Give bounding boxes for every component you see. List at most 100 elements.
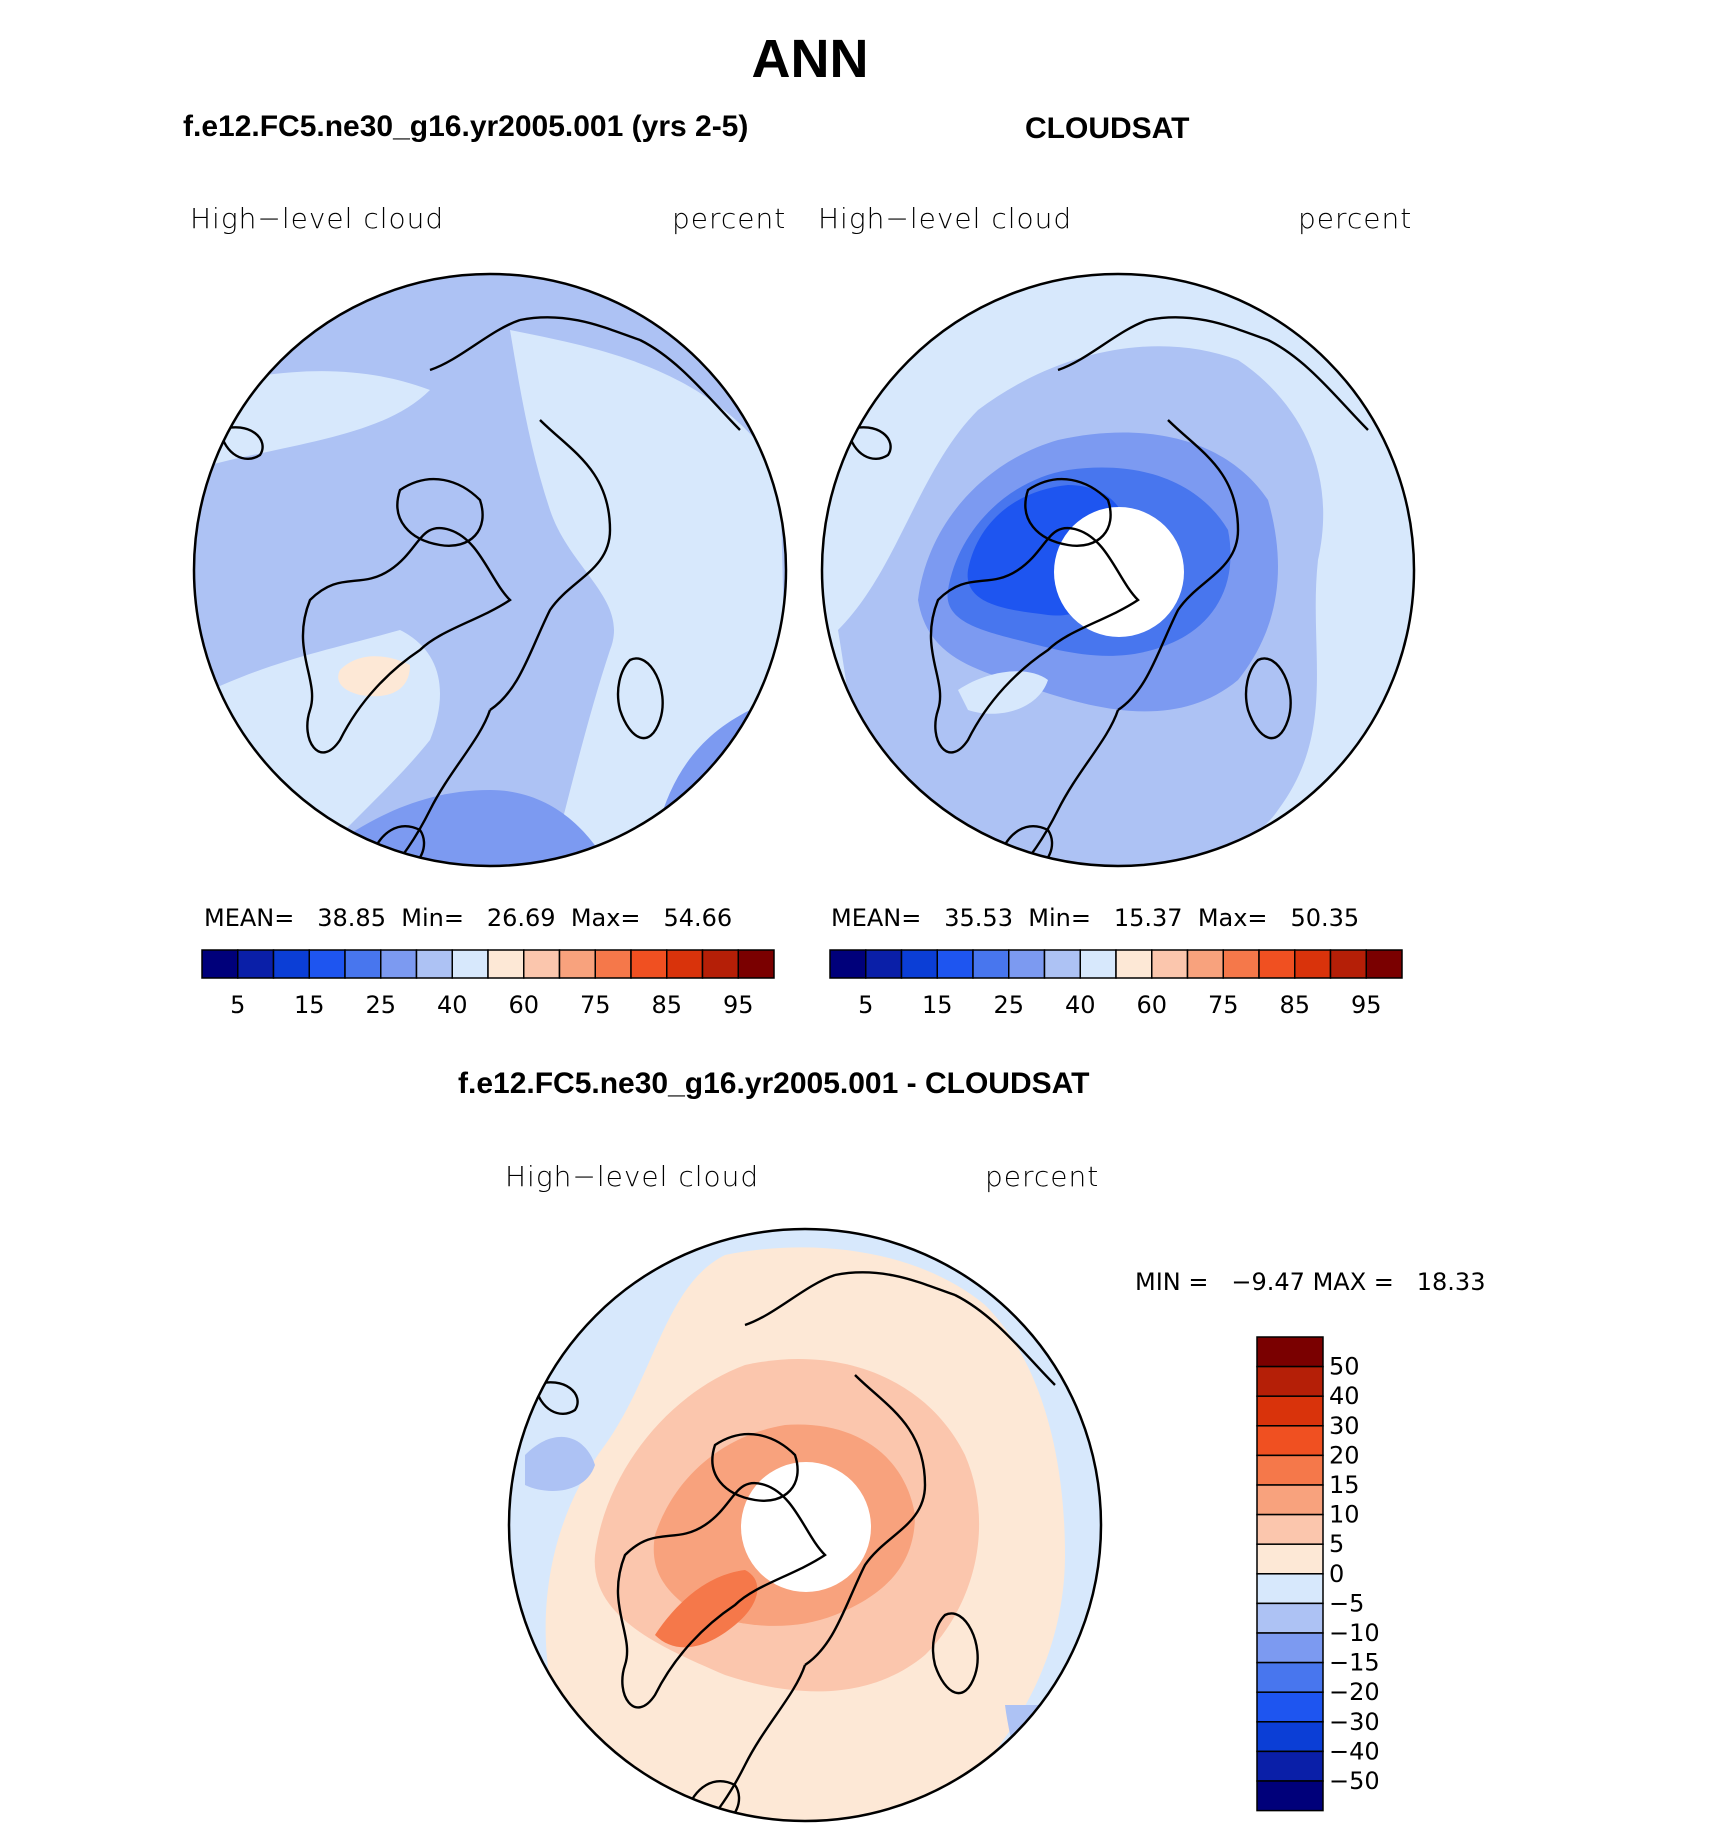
panel-model-title: f.e12.FC5.ne30_g16.yr2005.001 (yrs 2-5) [183, 110, 749, 143]
min-value: −9.47 [1231, 1268, 1305, 1296]
colorbar-box [1256, 1395, 1324, 1427]
colorbar-box [1186, 949, 1224, 979]
colorbar-tick-label: −30 [1329, 1708, 1380, 1736]
colorbar-tick-label: 60 [1136, 991, 1167, 1019]
min-label: MIN = [1135, 1268, 1209, 1296]
map-obs-coastlines [846, 316, 1369, 866]
colorbar-box [972, 949, 1010, 979]
colorbar-box [1151, 949, 1189, 979]
panel-obs-variable: High−level cloud [818, 202, 1073, 235]
mean-value: 35.53 [944, 904, 1013, 932]
colorbar-tick-label: 30 [1329, 1412, 1360, 1440]
map-model [192, 272, 788, 868]
min-value: 15.37 [1113, 904, 1183, 932]
colorbar-box [1256, 1336, 1324, 1368]
colorbar-tick-label: 5 [1329, 1530, 1344, 1558]
colorbar-tick-label: 85 [651, 991, 682, 1019]
colorbar-tick-label: 40 [437, 991, 468, 1019]
colorbar-tick-label: 5 [858, 991, 873, 1019]
colorbar-box [666, 949, 704, 979]
colorbar-tick-label: −5 [1329, 1589, 1364, 1617]
colorbar-tick-label: 50 [1329, 1353, 1360, 1381]
colorbar-box [344, 949, 382, 979]
map-diff-region-deeporange [655, 1570, 758, 1648]
colorbar-tick-label: 0 [1329, 1560, 1344, 1588]
colorbar-tick-label: −50 [1329, 1767, 1380, 1795]
colorbar-box [594, 949, 632, 979]
panel-obs-stats: MEAN= 35.53 Min= 15.37 Max= 50.35 [831, 904, 1359, 932]
colorbar-box [737, 949, 775, 979]
panel-model-stats: MEAN= 38.85 Min= 26.69 Max= 54.66 [204, 904, 732, 932]
panel-diff-title: f.e12.FC5.ne30_g16.yr2005.001 - CLOUDSAT [458, 1067, 1090, 1100]
colorbar-tick-label: 40 [1329, 1382, 1360, 1410]
map-obs [820, 272, 1416, 868]
colorbar-box [630, 949, 668, 979]
colorbar-box [1079, 949, 1117, 979]
colorbar-tick-label: 15 [1329, 1471, 1360, 1499]
figure-title: ANN [751, 29, 869, 89]
colorbar-tick-label: 15 [922, 991, 953, 1019]
colorbar-box [523, 949, 561, 979]
colorbar-tick-label: 95 [723, 991, 754, 1019]
colorbar-box [1256, 1661, 1324, 1693]
colorbar-box [1115, 949, 1153, 979]
colorbar-box [1222, 949, 1260, 979]
panel-model-variable: High−level cloud [190, 202, 445, 235]
colorbar-obs: 5 15 25 40 60 75 85 95 [829, 949, 1403, 1019]
panel-obs-title: CLOUDSAT [1025, 112, 1190, 145]
max-label: MAX = [1312, 1268, 1394, 1296]
colorbar-box [1256, 1484, 1324, 1516]
mean-value: 38.85 [317, 904, 386, 932]
colorbar-box [558, 949, 596, 979]
panel-diff-stats: MIN = −9.47 MAX = 18.33 [1135, 1268, 1485, 1296]
colorbar-model: 5 15 25 40 60 75 85 95 [201, 949, 775, 1019]
map-obs-frame [820, 272, 1416, 868]
max-label: Max= [1197, 904, 1268, 932]
colorbar-box [1256, 1632, 1324, 1664]
colorbar-box [308, 949, 346, 979]
colorbar-box [865, 949, 903, 979]
colorbar-box [1256, 1543, 1324, 1575]
colorbar-box [201, 949, 239, 979]
panel-diff-variable: High−level cloud [505, 1160, 760, 1193]
colorbar-box [1256, 1721, 1324, 1753]
colorbar-box [237, 949, 275, 979]
colorbar-box [1256, 1602, 1324, 1634]
colorbar-tick-label: 15 [294, 991, 325, 1019]
colorbar-tick-label: 5 [230, 991, 245, 1019]
map-model-region-peach [338, 656, 410, 697]
colorbar-box [1365, 949, 1403, 979]
colorbar-tick-label: 85 [1279, 991, 1310, 1019]
min-label: Min= [401, 904, 464, 932]
min-value: 26.69 [486, 904, 556, 932]
panel-diff-units: percent [985, 1160, 1100, 1193]
colorbar-box [936, 949, 974, 979]
colorbar-box [1043, 949, 1081, 979]
colorbar-tick-label: 60 [508, 991, 539, 1019]
colorbar-tick-label: 20 [1329, 1441, 1360, 1469]
colorbar-box [1256, 1454, 1324, 1486]
colorbar-box [1256, 1425, 1324, 1457]
colorbar-box [829, 949, 867, 979]
max-value: 18.33 [1416, 1268, 1486, 1296]
panel-obs-units: percent [1298, 202, 1413, 235]
colorbar-box [900, 949, 938, 979]
map-diff [507, 1227, 1103, 1823]
colorbar-box [1256, 1691, 1324, 1723]
map-diff-region-blue-east [1005, 1705, 1101, 1821]
colorbar-box [1008, 949, 1046, 979]
max-value: 50.35 [1290, 904, 1360, 932]
map-model-frame [192, 272, 788, 868]
colorbar-tick-label: −15 [1329, 1649, 1380, 1677]
colorbar-tick-label: 25 [993, 991, 1024, 1019]
colorbar-tick-label: 75 [580, 991, 611, 1019]
max-label: Max= [570, 904, 641, 932]
colorbar-tick-label: 25 [365, 991, 396, 1019]
colorbar-box [1329, 949, 1367, 979]
colorbar-box [1256, 1365, 1324, 1397]
colorbar-box [380, 949, 418, 979]
colorbar-box [487, 949, 525, 979]
colorbar-tick-label: −20 [1329, 1678, 1380, 1706]
colorbar-tick-label: −10 [1329, 1619, 1380, 1647]
